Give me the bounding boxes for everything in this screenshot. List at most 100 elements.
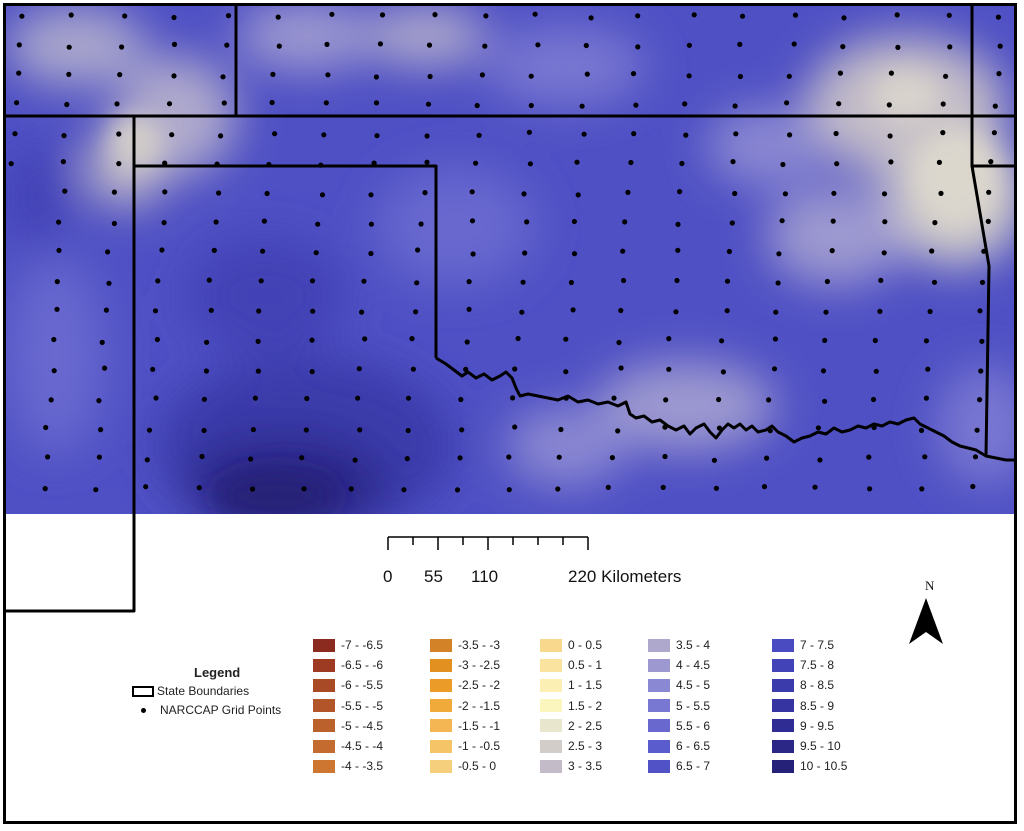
legend-class-label: 9.5 - 10: [800, 739, 841, 753]
grid-point: [820, 368, 827, 374]
grid-point: [571, 251, 578, 257]
north-label: N: [925, 578, 935, 593]
grid-point: [405, 427, 411, 434]
grid-point: [686, 73, 692, 79]
grid-point: [368, 192, 374, 198]
grid-point: [719, 338, 725, 344]
grid-point: [469, 218, 476, 224]
grid-point: [986, 189, 992, 195]
legend-class-label: -1 - -0.5: [458, 739, 501, 753]
grid-point: [929, 248, 935, 254]
legend-class-item: -2 - -1.5: [430, 699, 500, 713]
grid-point: [323, 100, 329, 106]
legend-class-item: 4 - 4.5: [648, 658, 710, 672]
legend-class-swatch: [313, 719, 335, 733]
grid-point: [61, 133, 67, 139]
grid-point: [888, 159, 894, 165]
legend-class-item: 5 - 5.5: [648, 699, 710, 713]
legend-class-label: 0 - 0.5: [568, 638, 603, 652]
legend-class-swatch: [648, 699, 670, 713]
grid-point: [817, 457, 823, 463]
legend-class-item: -1 - -0.5: [430, 739, 500, 753]
grid-point: [979, 338, 985, 344]
grid-point: [527, 161, 534, 167]
grid-point: [724, 308, 730, 314]
grid-point: [931, 279, 938, 285]
grid-point: [96, 398, 102, 404]
legend-class-label: -3 - -2.5: [458, 658, 501, 673]
grid-point: [422, 190, 428, 196]
scale-label-110: 110: [471, 567, 499, 586]
legend-class-item: 5.5 - 6: [648, 719, 710, 733]
grid-point: [309, 369, 315, 375]
legend-class-label: 4.5 - 5: [676, 678, 711, 693]
grid-point: [424, 159, 430, 165]
grid-point: [988, 159, 994, 165]
legend-class-item: 10 - 10.5: [772, 759, 847, 773]
legend-class-swatch: [313, 699, 335, 713]
grid-point: [666, 336, 672, 342]
legend-class-swatch: [540, 719, 562, 733]
grid-point: [733, 131, 739, 137]
grid-point: [836, 101, 842, 107]
grid-point: [923, 395, 930, 401]
grid-point: [918, 427, 925, 433]
grid-point: [206, 277, 212, 283]
grid-point: [615, 428, 621, 434]
grid-point: [56, 219, 62, 225]
grid-point: [356, 366, 362, 372]
grid-point: [260, 248, 266, 254]
grid-point: [660, 484, 666, 490]
grid-point: [224, 42, 230, 48]
grid-point: [474, 102, 480, 109]
grid-point: [761, 484, 768, 490]
legend-class-label: 2.5 - 3: [568, 739, 603, 753]
grid-point: [871, 424, 877, 431]
legend-grid-points: NARCCAP Grid Points: [132, 703, 281, 717]
grid-point: [255, 368, 261, 374]
grid-point: [730, 159, 736, 165]
grid-point: [276, 43, 282, 49]
grid-point: [111, 220, 117, 227]
grid-point: [116, 131, 122, 137]
grid-point: [16, 42, 22, 48]
legend-class-item: 1 - 1.5: [540, 678, 602, 692]
grid-point: [155, 278, 161, 284]
grid-point: [555, 486, 561, 492]
grid-point: [563, 395, 569, 401]
grid-point: [426, 42, 433, 48]
grid-point: [776, 251, 782, 257]
grid-point: [315, 221, 321, 227]
grid-point: [418, 221, 424, 227]
legend-class-label: -3.5 - -3: [458, 638, 501, 652]
grid-point: [675, 221, 681, 227]
grid-point: [833, 130, 839, 137]
legend-class-label: 5 - 5.5: [676, 698, 711, 713]
grid-point: [144, 457, 150, 463]
grid-point: [633, 102, 639, 108]
scale-bar: [387, 536, 589, 550]
grid-point: [943, 73, 949, 79]
grid-point: [479, 72, 485, 78]
legend-class-label: -5 - -4.5: [341, 718, 384, 733]
legend-class-item: 2 - 2.5: [540, 719, 602, 733]
grid-point: [978, 368, 984, 374]
grid-point: [299, 455, 305, 461]
grid-point: [54, 306, 60, 312]
grid-point: [159, 247, 165, 253]
legend-class-swatch: [772, 719, 794, 733]
legend-class-label: 8 - 8.5: [800, 678, 835, 693]
grid-point: [568, 279, 575, 286]
grid-point: [732, 190, 738, 197]
legend-class-label: -6 - -5.5: [341, 678, 384, 693]
legend-class-item: 4.5 - 5: [648, 678, 710, 692]
grid-point: [630, 71, 637, 77]
grid-point: [995, 14, 1002, 20]
legend-class-label: 1 - 1.5: [568, 678, 603, 693]
legend-class-swatch: [430, 719, 452, 733]
grid-point: [616, 339, 622, 346]
legend-class-label: -4.5 - -4: [341, 739, 384, 753]
grid-point: [476, 132, 482, 138]
grid-point: [361, 278, 367, 284]
grid-point: [469, 189, 475, 195]
